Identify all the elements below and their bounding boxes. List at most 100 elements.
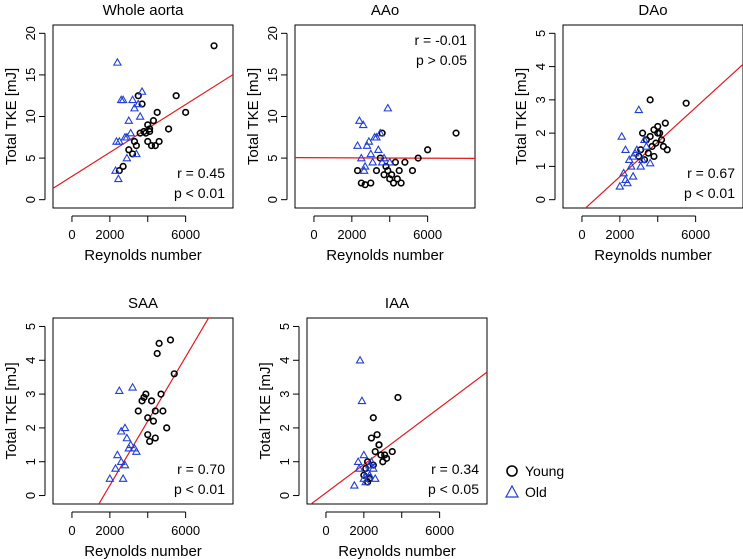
data-point-old: [116, 426, 126, 435]
stat-r: r = 0.70: [177, 461, 225, 477]
data-point-young: [644, 149, 652, 157]
data-point-old: [135, 111, 145, 120]
x-tick-label: 0: [68, 523, 75, 538]
data-point-young: [146, 127, 154, 136]
data-point-old: [133, 99, 143, 108]
data-point-young: [210, 42, 218, 50]
data-point-old: [379, 153, 389, 162]
data-point-old: [137, 86, 147, 95]
data-point-old: [116, 457, 126, 465]
data-point-old: [641, 141, 651, 150]
data-point-old: [628, 171, 638, 180]
data-point-old: [632, 145, 642, 154]
y-tick-label: 20: [265, 26, 280, 40]
y-tick-label: 0: [277, 492, 292, 499]
data-point-old: [128, 95, 138, 104]
data-point-old: [110, 165, 121, 174]
data-point-old: [371, 132, 382, 141]
data-point-old: [105, 473, 115, 482]
data-point-young: [144, 431, 152, 439]
data-point-old: [634, 105, 644, 114]
data-point-old: [118, 473, 128, 482]
data-point-old: [628, 151, 638, 160]
data-point-young: [357, 179, 365, 187]
data-point-young: [170, 370, 178, 378]
data-point-young: [646, 132, 654, 141]
data-point-old: [373, 145, 383, 154]
data-point-young: [159, 407, 167, 415]
y-tick-label: 20: [23, 26, 38, 40]
data-point-young: [134, 92, 142, 100]
data-point-young: [367, 434, 376, 442]
y-tick-label: 3: [533, 96, 548, 103]
x-tick-label: 2000: [605, 227, 634, 242]
data-point-old: [354, 463, 364, 472]
data-point-young: [119, 162, 127, 171]
data-point-young: [149, 117, 158, 125]
data-point-old: [349, 480, 359, 489]
data-point-old: [619, 168, 629, 177]
data-point-old: [129, 103, 140, 112]
y-tick-label: 4: [23, 357, 38, 364]
data-point-young: [360, 471, 368, 479]
y-tick-label: 5: [23, 154, 38, 161]
chart-panel-3: DAo 0 2000 6000 Reynolds number 0 1 2 3 4 5 Total T…: [513, 2, 743, 264]
data-point-old: [120, 423, 130, 432]
data-point-old: [375, 128, 385, 137]
data-point-young: [369, 414, 377, 422]
data-point-old: [639, 135, 650, 144]
stat-p: p < 0.01: [684, 185, 735, 201]
x-tick-label: 6000: [171, 523, 200, 538]
data-point-old: [111, 136, 122, 145]
data-point-young: [661, 119, 669, 127]
chart-title: DAo: [638, 2, 667, 19]
data-point-old: [126, 440, 136, 449]
plot-frame: [52, 317, 234, 505]
data-point-old: [354, 115, 364, 124]
data-point-old: [645, 158, 655, 167]
data-point-old: [359, 165, 369, 174]
data-point-young: [166, 336, 175, 344]
chart-panel-2: AAo 0 2000 6000 Reynolds number 0 5 10 15 20 Total…: [245, 2, 476, 264]
y-tick-label: 5: [265, 154, 280, 161]
data-point-young: [146, 125, 154, 133]
chart-panel-1: Whole aorta 0 2000 6000 Reynolds number 0 5 10 1…: [3, 2, 234, 264]
data-point-old: [615, 181, 625, 190]
data-point-old: [122, 153, 132, 162]
regression-line: [584, 63, 743, 208]
data-point-young: [377, 451, 385, 459]
data-point-young: [397, 179, 405, 187]
x-axis-label: Reynolds number: [84, 543, 202, 559]
y-tick-label: 0: [265, 196, 280, 203]
data-point-young: [164, 125, 173, 133]
data-point-young: [380, 171, 388, 179]
data-point-old: [122, 433, 132, 442]
data-point-young: [144, 137, 152, 146]
data-point-young: [375, 441, 383, 449]
data-point-old: [128, 382, 138, 391]
data-point-young: [424, 146, 432, 154]
y-axis-label: Total TKE [mJ]: [3, 68, 20, 165]
x-tick-label: 2000: [337, 227, 366, 242]
x-axis-label: Reynolds number: [84, 247, 202, 264]
data-point-young: [452, 129, 460, 137]
plot-frame: [562, 24, 743, 209]
y-tick-label: 5: [533, 30, 548, 37]
data-point-young: [391, 158, 400, 166]
data-point-young: [663, 146, 671, 154]
data-point-young: [394, 393, 402, 402]
data-point-old: [370, 473, 380, 482]
data-point-young: [656, 129, 664, 137]
data-point-young: [389, 179, 398, 187]
x-tick-label: 0: [310, 227, 317, 242]
data-point-young: [682, 99, 690, 107]
y-tick-label: 15: [23, 68, 38, 82]
chart-title: Whole aorta: [103, 2, 185, 19]
data-point-old: [120, 460, 130, 469]
x-tick-label: 0: [322, 523, 329, 538]
x-tick-label: 6000: [171, 227, 200, 242]
data-point-old: [124, 115, 134, 124]
data-point-young: [373, 431, 381, 439]
stat-r: r = 0.67: [687, 165, 735, 181]
